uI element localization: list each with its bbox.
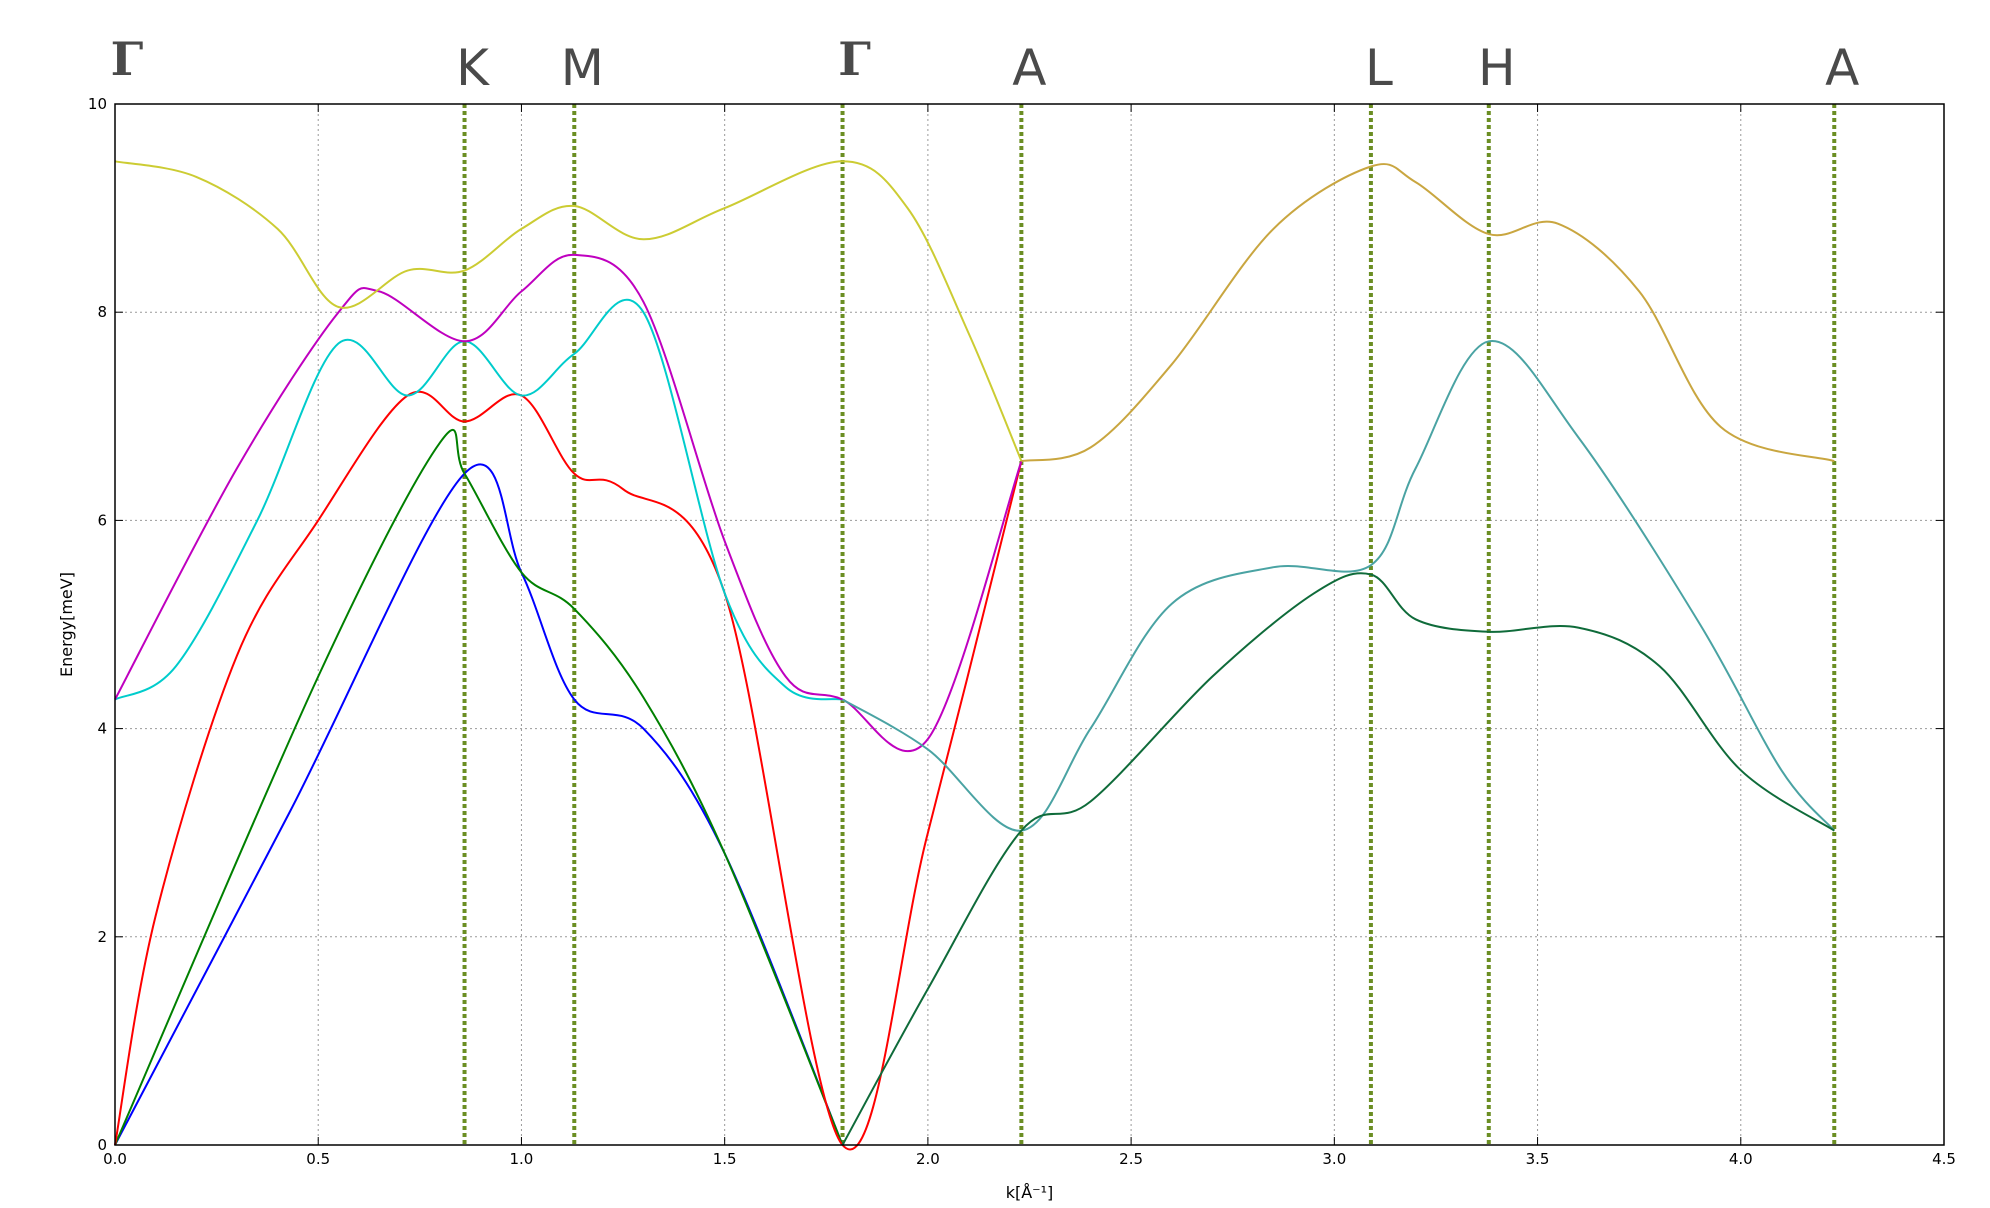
symmetry-point-label: Γ xyxy=(838,32,871,86)
symmetry-point-label: A xyxy=(1825,39,1859,97)
grid-lines xyxy=(115,104,1944,1145)
dispersion-branch-9 xyxy=(1021,163,1835,463)
x-axis-label: k[Å⁻¹] xyxy=(1006,1183,1054,1202)
x-tick-label: 3.0 xyxy=(1322,1150,1346,1168)
symmetry-point-label: Γ xyxy=(111,32,144,86)
y-tick-label: 6 xyxy=(97,511,107,529)
dispersion-branch-4 xyxy=(114,298,843,701)
dispersion-branch-3 xyxy=(114,390,1023,1151)
x-tick-label: 3.5 xyxy=(1526,1150,1550,1168)
axis-ticks: 0.0 0.5 1.0 1.5 2.0 2.5 3.0 3.5 4.0 4.5 0 2 4 6 8 10 xyxy=(88,95,1956,1168)
y-tick-label: 4 xyxy=(97,720,107,738)
dispersion-branch-7 xyxy=(841,340,1836,832)
dispersion-branch-8 xyxy=(841,572,1835,1146)
y-axis-label: Energy[meV] xyxy=(57,572,76,677)
y-tick-label: 2 xyxy=(97,928,107,946)
y-tick-label: 10 xyxy=(88,95,107,113)
x-tick-label: 1.5 xyxy=(713,1150,737,1168)
x-tick-label: 2.5 xyxy=(1119,1150,1143,1168)
x-tick-label: 4.0 xyxy=(1729,1150,1753,1168)
y-tick-label: 8 xyxy=(97,303,107,321)
dispersion-branch-5 xyxy=(114,253,1023,753)
x-tick-label: 2.0 xyxy=(916,1150,940,1168)
symmetry-point-lines xyxy=(462,104,1837,1145)
dispersion-branch-2 xyxy=(114,428,844,1146)
symmetry-point-label: M xyxy=(561,39,604,97)
x-tick-label: 1.0 xyxy=(510,1150,534,1168)
dispersion-branch-6 xyxy=(114,160,1023,462)
y-tick-label: 0 xyxy=(97,1136,107,1154)
x-tick-label: 4.5 xyxy=(1932,1150,1956,1168)
dispersion-branches xyxy=(114,160,1836,1151)
symmetry-point-label: K xyxy=(456,39,490,97)
symmetry-point-label: A xyxy=(1012,39,1046,97)
x-tick-label: 0.5 xyxy=(306,1150,330,1168)
symmetry-point-label: L xyxy=(1365,39,1393,97)
symmetry-point-label: H xyxy=(1478,39,1516,97)
x-tick-label: 0.0 xyxy=(103,1150,127,1168)
plot-frame xyxy=(114,103,1945,1146)
